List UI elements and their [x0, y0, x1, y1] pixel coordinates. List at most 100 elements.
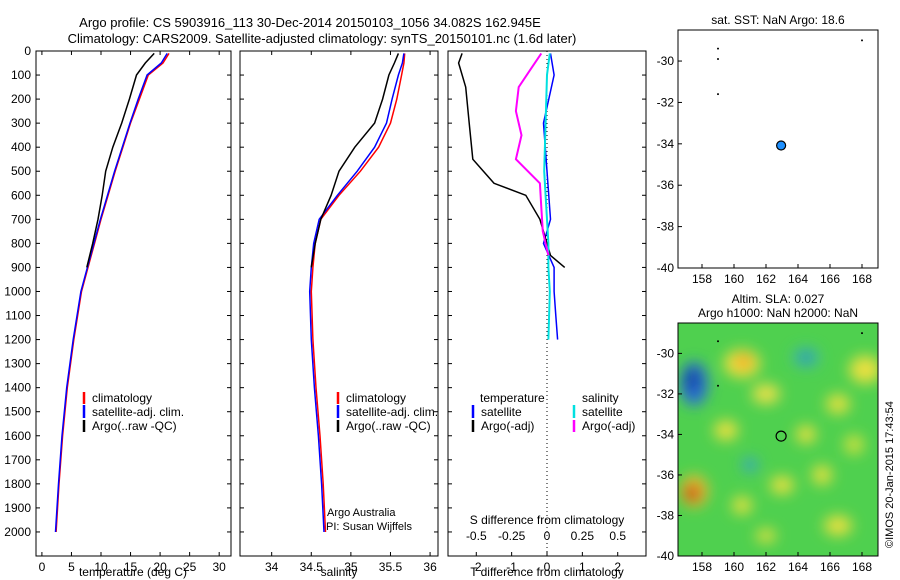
- sst-y-tick-label: -30: [657, 54, 675, 68]
- x-tick-label: 25: [183, 560, 197, 574]
- salinity-panel: [239, 50, 439, 557]
- sst-map-title: sat. SST: NaN Argo: 18.6: [711, 13, 845, 27]
- sla-argo-marker: [775, 430, 787, 442]
- sla-y-tick-label: -36: [657, 468, 675, 482]
- diff-legend-temp-header: temperature: [480, 391, 545, 405]
- sst-x-tick-label: 160: [724, 272, 744, 286]
- depth-tick-label: 1800: [4, 477, 31, 491]
- imos-watermark: ©IMOS 20-Jan-2015 17:43:54: [884, 401, 896, 548]
- series-line-temperature-2: [86, 52, 155, 268]
- series-line-salinity-2: [310, 53, 400, 268]
- depth-tick-label: 1900: [4, 501, 31, 515]
- sla-anomaly-blob: [685, 367, 700, 392]
- depth-tick-label: 500: [11, 164, 31, 178]
- sal-legend-satellite: satellite-adj. clim.: [346, 405, 438, 419]
- diff-series-3: [514, 52, 550, 256]
- sla-anomaly-blob: [742, 457, 758, 472]
- series-line-salinity-1: [308, 53, 405, 533]
- salinity-legend: climatology satellite-adj. clim. Argo(..…: [336, 391, 438, 433]
- sla-anomaly-blob: [800, 352, 812, 363]
- diff-series-2: [543, 53, 551, 340]
- depth-tick-label: 1300: [4, 357, 31, 371]
- depth-axis-labels: 0 100 200 300 400 500 600 700 800 900 1000 1100 1200…: [4, 44, 31, 539]
- sla-title-line2: Argo h1000: NaN h2000: NaN: [698, 306, 858, 320]
- sla-anomaly-blob: [714, 420, 738, 441]
- sla-anomaly-blob: [824, 515, 852, 536]
- sla-anomaly-blob: [849, 355, 878, 384]
- diff-legend-sal-sat: satellite: [582, 405, 623, 419]
- sla-anomaly-blob: [812, 464, 832, 485]
- sla-map-panel: [677, 322, 879, 557]
- x-tick-label: 0: [39, 560, 46, 574]
- sla-anomaly-blob: [752, 383, 780, 404]
- sla-title-line1: Altim. SLA: 0.027: [732, 292, 825, 306]
- annotation-line2: PI: Susan Wijffels: [326, 521, 412, 533]
- sst-x-tick-label: 158: [692, 272, 712, 286]
- depth-tick-label: 1700: [4, 453, 31, 467]
- depth-tick-label: 100: [11, 68, 31, 82]
- depth-tick-label: 400: [11, 140, 31, 154]
- sla-x-tick-label: 164: [788, 560, 808, 574]
- x-top-tick-label: 0.5: [609, 529, 626, 543]
- diff-legend-temp-argo: Argo(-adj): [481, 419, 534, 433]
- depth-tick-label: 700: [11, 212, 31, 226]
- salinity-xlabel: salinity: [321, 565, 358, 579]
- sla-anomaly-blob: [826, 394, 850, 415]
- sst-x-tick-label: 164: [788, 272, 808, 286]
- x-tick-label: 35.5: [379, 560, 403, 574]
- series-line-temperature-1: [54, 53, 168, 533]
- depth-tick-label: 1600: [4, 429, 31, 443]
- x-tick-label: 5: [68, 560, 75, 574]
- sst-y-tick-label: -38: [657, 220, 675, 234]
- sla-anomaly-blob: [735, 354, 752, 369]
- x-top-tick-label: -0.5: [466, 529, 487, 543]
- depth-tick-label: 1400: [4, 381, 31, 395]
- series-line-salinity-0: [310, 53, 406, 533]
- argo-location-marker: [776, 140, 787, 151]
- sla-island-speck: [861, 332, 863, 335]
- sla-y-tick-label: -32: [657, 387, 675, 401]
- x-tick-label: 36: [423, 560, 437, 574]
- depth-tick-label: 2000: [4, 525, 31, 539]
- x-tick-label: 34: [265, 560, 279, 574]
- sst-y-tick-label: -40: [657, 261, 675, 275]
- sla-x-tick-label: 160: [724, 560, 744, 574]
- sst-x-tick-label: 166: [820, 272, 840, 286]
- sla-island-speck: [717, 384, 719, 387]
- sal-legend-climatology: climatology: [346, 391, 406, 405]
- temperature-panel: [35, 50, 232, 557]
- x-tick-label: -1: [506, 560, 517, 574]
- island-speck: [861, 39, 863, 42]
- sst-x-tick-label: 162: [756, 272, 776, 286]
- sla-field: [678, 323, 878, 556]
- sla-x-tick-label: 166: [820, 560, 840, 574]
- header-line1: Argo profile: CS 5903916_113 30-Dec-2014…: [79, 15, 541, 30]
- sst-y-tick-label: -36: [657, 178, 675, 192]
- sla-blobs: [680, 347, 878, 543]
- diff-legend-temp-sat: satellite: [481, 405, 522, 419]
- sla-y-tick-label: -40: [657, 549, 675, 563]
- tdiff-xlabel: T difference from climatology: [470, 565, 624, 579]
- legend-climatology: climatology: [92, 391, 152, 405]
- island-speck: [717, 93, 719, 96]
- sla-anomaly-blob: [732, 496, 752, 515]
- x-tick-label: 20: [153, 560, 167, 574]
- sla-x-tick-label: 168: [852, 560, 872, 574]
- sla-x-tick-label: 162: [756, 560, 776, 574]
- sal-legend-argo: Argo(..raw -QC): [346, 419, 431, 433]
- legend-argo: Argo(..raw -QC): [92, 419, 177, 433]
- depth-tick-label: 600: [11, 188, 31, 202]
- diff-legend-sal-header: salinity: [582, 391, 619, 405]
- series-line-temperature-0: [55, 53, 170, 533]
- depth-tick-label: 300: [11, 116, 31, 130]
- sla-anomaly-blob: [796, 425, 816, 444]
- depth-tick-label: 1000: [4, 284, 31, 298]
- x-tick-label: 35: [344, 560, 358, 574]
- depth-tick-label: 1500: [4, 405, 31, 419]
- depth-tick-label: 200: [11, 92, 31, 106]
- difference-legend: temperature salinity satellite Argo(-adj…: [471, 391, 635, 433]
- island-speck: [717, 57, 719, 60]
- sst-map-panel: [677, 29, 879, 269]
- x-tick-label: 0: [544, 560, 551, 574]
